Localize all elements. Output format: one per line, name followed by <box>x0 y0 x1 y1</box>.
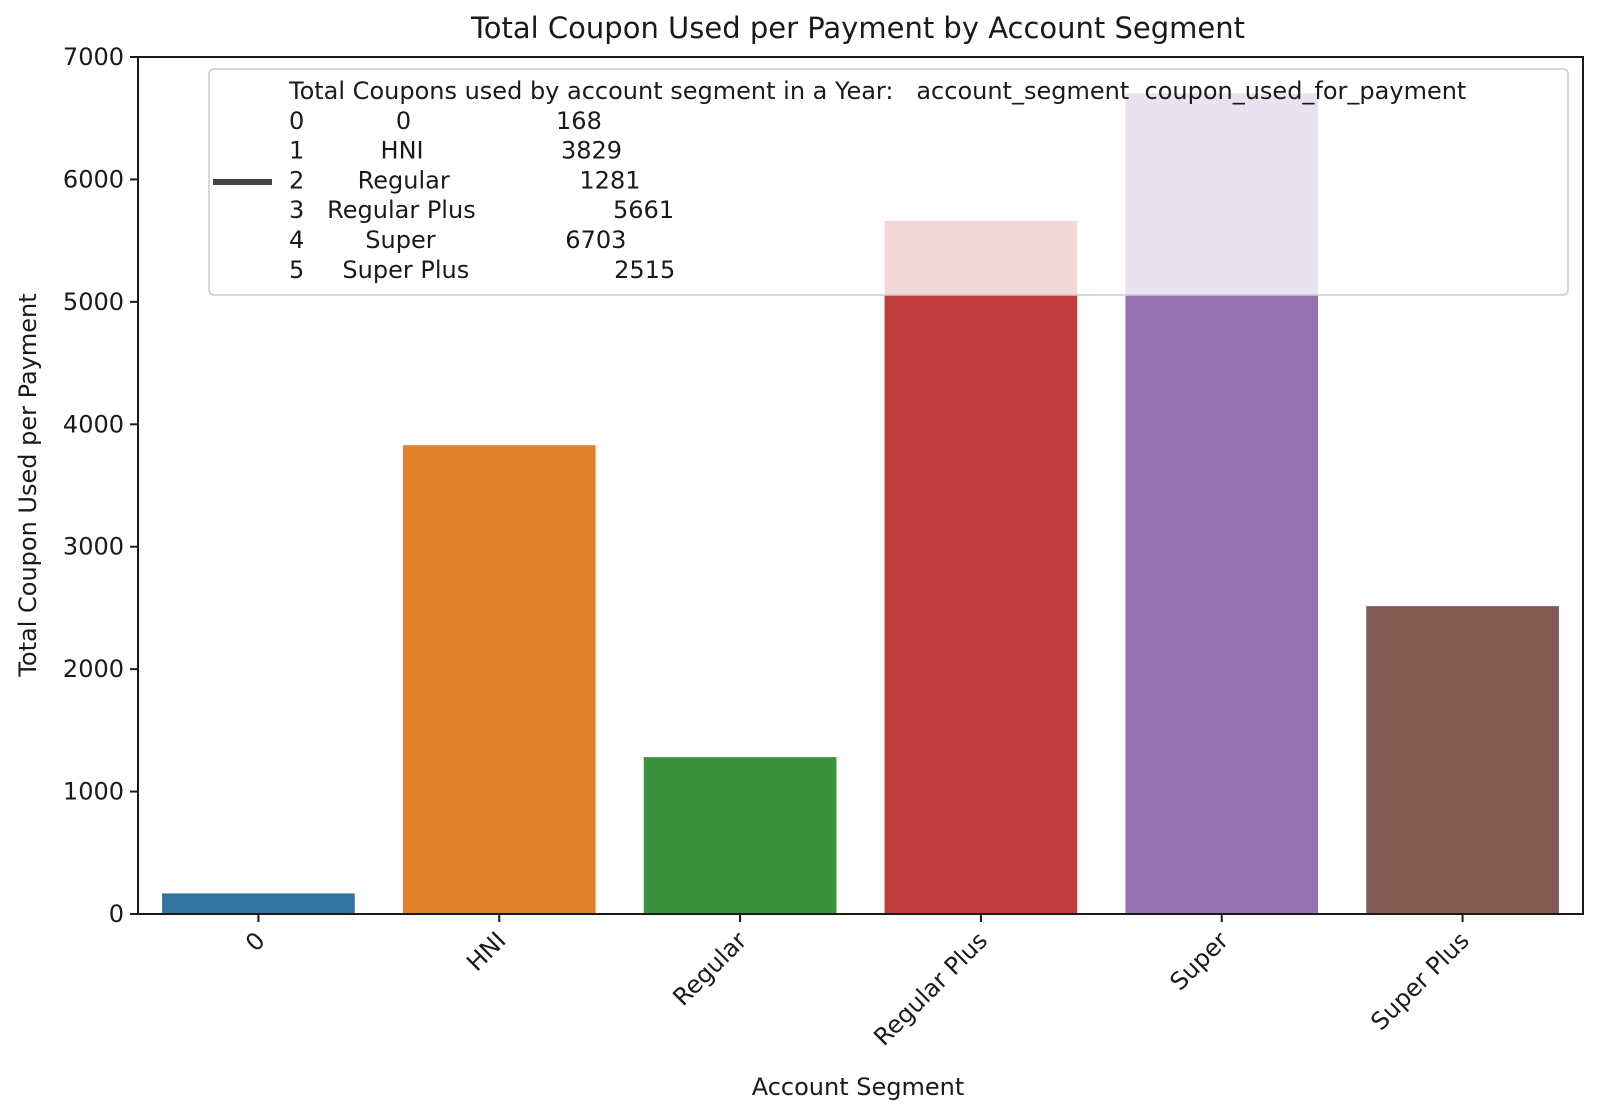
legend-row: 3 Regular Plus 5661 <box>289 196 674 224</box>
y-tick-label: 1000 <box>63 778 124 806</box>
bar-regular <box>643 757 837 914</box>
y-tick-label: 7000 <box>63 43 124 71</box>
y-tick-label: 3000 <box>63 533 124 561</box>
chart-title: Total Coupon Used per Payment by Account… <box>470 11 1245 45</box>
legend-row: 5 Super Plus 2515 <box>289 256 675 284</box>
bar-0 <box>162 893 355 914</box>
y-axis: 0 1000 2000 3000 4000 5000 6000 7000 <box>63 43 138 928</box>
legend-row: 0 0 168 <box>289 107 602 135</box>
y-tick-label: 0 <box>109 900 124 928</box>
legend-row: 1 HNI 3829 <box>289 137 622 165</box>
y-tick-label: 4000 <box>63 410 124 438</box>
y-tick-label: 6000 <box>63 165 124 193</box>
legend-box: Total Coupons used by account segment in… <box>208 68 1569 296</box>
legend-header: Total Coupons used by account segment in… <box>288 77 1466 105</box>
legend-background <box>208 68 1569 296</box>
y-tick-label: 2000 <box>63 655 124 683</box>
legend-row: 2 Regular 1281 <box>289 166 641 194</box>
x-axis-label: Account Segment <box>752 1073 965 1101</box>
y-axis-label: Total Coupon Used per Payment <box>14 293 42 677</box>
y-tick-label: 5000 <box>63 288 124 316</box>
legend-row: 4 Super 6703 <box>289 226 626 254</box>
bar-super-plus <box>1366 606 1559 914</box>
bar-regular-plus <box>884 220 1078 914</box>
plot-frame <box>137 56 1584 915</box>
bar-hni <box>402 445 596 914</box>
legend-text-group: Total Coupons used by account segment in… <box>288 77 1466 284</box>
